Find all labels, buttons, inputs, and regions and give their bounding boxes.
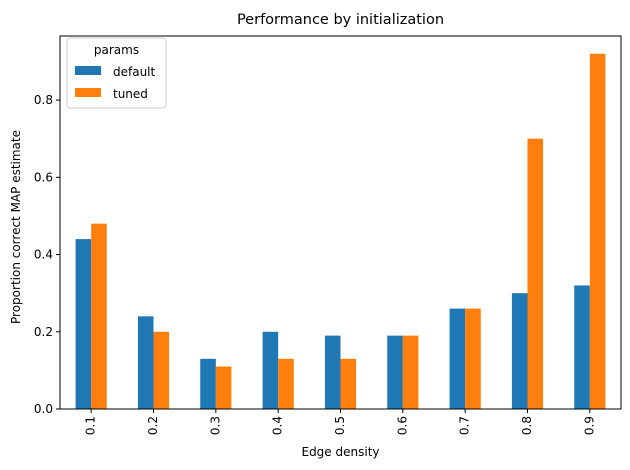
x-axis-label: Edge density [301,445,379,459]
y-tick-label: 0.0 [34,402,53,416]
y-tick-label: 0.4 [34,248,53,262]
y-axis-label: Proportion correct MAP estimate [9,130,23,324]
x-tick-label: 0.8 [520,416,534,435]
y-tick-label: 0.8 [34,93,53,107]
y-axis: 0.0 0.2 0.4 0.6 0.8 [34,93,60,416]
legend-swatch-default [75,66,101,75]
chart-title: Performance by initialization [237,12,444,28]
bar-default-0.4 [262,331,279,409]
x-tick-label: 0.7 [458,416,472,435]
bar-default-0.1 [75,239,92,409]
legend-title: params [94,43,139,57]
x-tick-label: 0.9 [582,416,596,435]
bar-tuned-0.9 [589,53,606,410]
x-tick-label: 0.3 [208,416,222,435]
bar-tuned-0.3 [215,366,232,409]
bar-tuned-0.4 [278,358,294,409]
x-tick-label: 0.6 [395,416,409,435]
y-tick-label: 0.2 [34,325,53,339]
y-tick-label: 0.6 [34,170,53,184]
legend-label-default: default [113,65,156,79]
bar-tuned-0.5 [340,358,357,409]
x-axis: 0.1 0.2 0.3 0.4 0.5 0.6 0.7 0.8 0.9 [84,409,596,435]
bar-default-0.8 [511,293,528,409]
x-tick-label: 0.5 [333,416,347,435]
x-tick-label: 0.1 [84,416,98,435]
x-tick-label: 0.4 [271,416,285,435]
bar-default-0.7 [449,308,466,409]
bar-tuned-0.6 [402,335,419,409]
bar-default-0.9 [574,285,590,409]
plot-area [59,35,622,410]
bar-default-0.2 [137,316,154,409]
bar-default-0.5 [324,335,341,409]
legend-label-tuned: tuned [113,87,148,101]
bar-tuned-0.7 [465,308,481,409]
bar-tuned-0.8 [527,138,544,409]
bar-tuned-0.2 [153,331,170,409]
bar-default-0.3 [200,358,216,409]
bar-tuned-0.1 [91,223,107,409]
legend-swatch-tuned [75,88,101,97]
x-tick-label: 0.2 [146,416,160,435]
legend: params default tuned [66,37,167,109]
bar-default-0.6 [387,335,403,409]
